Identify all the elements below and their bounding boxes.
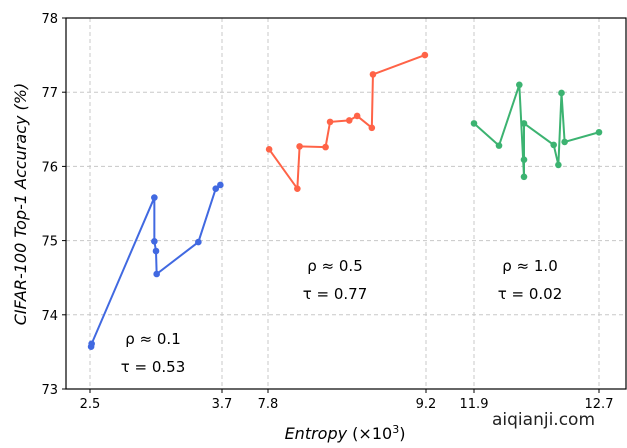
annotation-tau: τ = 0.02 [498, 285, 563, 303]
plot-frame [65, 17, 627, 390]
series-layer [87, 51, 603, 351]
data-point [421, 51, 429, 59]
annotation-tau: τ = 0.77 [303, 285, 368, 303]
data-point [152, 247, 160, 255]
annotation-tau: τ = 0.53 [121, 358, 186, 376]
data-point [555, 161, 562, 169]
axis-ticks: 73 74 75 76 77 78 2.5 3.7 7.8 9.2 11.9 12.7 [41, 12, 613, 412]
data-point [558, 89, 565, 97]
data-point [322, 143, 329, 151]
data-point [550, 141, 557, 149]
data-point [212, 185, 220, 192]
series-line [90, 184, 221, 347]
annotation-rho: ρ ≈ 0.1 [125, 330, 180, 348]
data-point [516, 81, 523, 89]
data-point [353, 112, 361, 120]
data-point [217, 181, 224, 189]
x-tick-label: 7.8 [258, 397, 279, 412]
data-point [195, 238, 202, 246]
series-line [268, 54, 426, 192]
data-point [326, 118, 334, 126]
x-tick-label: 2.5 [80, 397, 101, 412]
data-point [153, 270, 160, 278]
y-tick-label: 78 [41, 12, 58, 27]
data-point [294, 185, 301, 192]
y-tick-label: 73 [41, 383, 58, 398]
grid [66, 18, 626, 389]
x-tick-label: 3.7 [212, 397, 233, 412]
annotation-rho: ρ ≈ 1.0 [502, 257, 557, 275]
series-rho-1.0 [470, 81, 603, 181]
data-point [495, 142, 503, 149]
annotations: ρ ≈ 0.1 τ = 0.53 ρ ≈ 0.5 τ = 0.77 ρ ≈ 1.0 τ =… [121, 257, 563, 376]
series-rho-0.5 [265, 51, 429, 192]
y-tick-label: 75 [41, 235, 58, 250]
data-point [470, 120, 478, 127]
data-point [345, 117, 353, 124]
data-point [296, 143, 303, 150]
y-tick-label: 74 [41, 309, 58, 324]
y-axis-label: CIFAR-100 Top-1 Accuracy (%) [11, 83, 30, 326]
data-point [265, 146, 273, 153]
y-tick-label: 77 [41, 86, 58, 101]
watermark: aiqianji.com [492, 410, 596, 430]
data-point [520, 156, 528, 164]
data-point [368, 124, 376, 132]
data-point [88, 340, 95, 348]
data-point [595, 128, 603, 136]
data-point [151, 194, 158, 201]
data-point [151, 238, 158, 245]
annotation-rho: ρ ≈ 0.5 [307, 257, 362, 275]
x-tick-label: 11.9 [460, 397, 489, 412]
data-point [561, 138, 568, 146]
series-line [473, 84, 600, 177]
x-tick-label: 9.2 [416, 397, 437, 412]
data-point [369, 71, 377, 78]
data-point [520, 120, 528, 127]
x-axis-label: Entropy (×103) [285, 423, 406, 443]
x-tick-label: 12.7 [585, 397, 614, 412]
y-tick-label: 76 [41, 160, 58, 175]
series-rho-0.1 [87, 181, 224, 351]
data-point [520, 173, 528, 181]
